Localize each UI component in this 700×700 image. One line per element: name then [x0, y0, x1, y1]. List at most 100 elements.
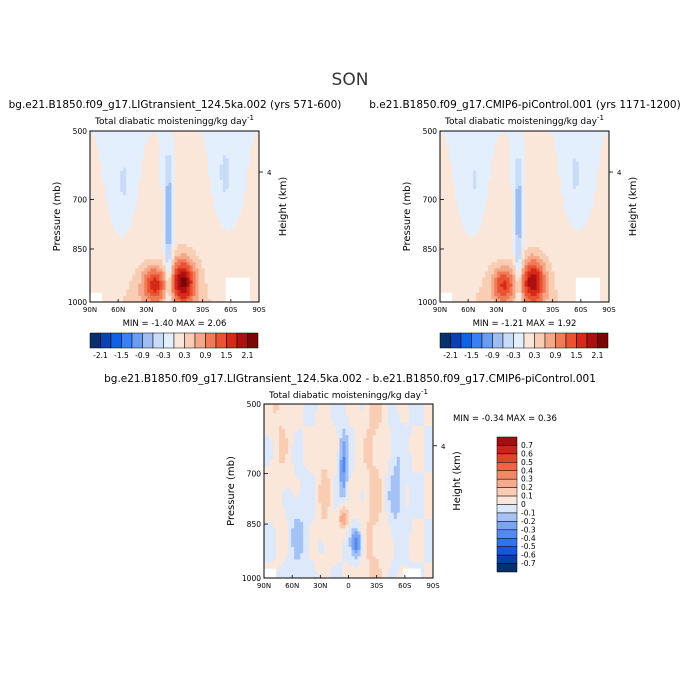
- field-cell: [171, 167, 175, 172]
- field-cell: [449, 185, 453, 190]
- field-cell: [183, 170, 187, 175]
- field-cell: [485, 228, 489, 233]
- field-cell: [240, 250, 245, 254]
- field-cell: [500, 231, 504, 236]
- field-cell: [213, 161, 218, 165]
- field-cell: [189, 268, 194, 272]
- field-cell: [171, 207, 175, 211]
- field-cell: [443, 182, 447, 187]
- field-cell: [168, 176, 172, 181]
- field-cell: [515, 250, 519, 254]
- field-cell: [141, 185, 145, 190]
- field-cell: [207, 158, 212, 162]
- field-cell: [210, 210, 215, 214]
- field-cell: [105, 271, 109, 275]
- field-cell: [524, 161, 528, 165]
- field-cell: [512, 222, 516, 227]
- field-cell: [201, 134, 206, 138]
- field-cell: [147, 198, 151, 202]
- field-cell: [243, 295, 248, 300]
- field-cell: [479, 192, 483, 196]
- field-cell: [219, 185, 224, 190]
- field-cell: [204, 268, 209, 272]
- field-cell: [93, 222, 97, 227]
- field-cell: [446, 198, 450, 202]
- field-cell: [473, 182, 477, 187]
- field-cell: [156, 195, 160, 199]
- field-cell: [246, 164, 251, 169]
- field-cell: [479, 262, 483, 266]
- field-cell: [530, 292, 534, 297]
- field-cell: [114, 295, 118, 300]
- field-cell: [467, 161, 471, 165]
- field-cell: [452, 216, 456, 220]
- field-cell: [485, 152, 489, 156]
- x-tick-label: 30S: [196, 306, 210, 314]
- field-cell: [138, 185, 142, 190]
- field-cell: [105, 216, 109, 220]
- field-cell: [102, 289, 106, 294]
- field-cell: [240, 189, 245, 193]
- field-cell: [192, 137, 197, 141]
- field-cell: [93, 173, 97, 178]
- field-cell: [497, 219, 501, 223]
- field-cell: [452, 158, 456, 162]
- field-cell: [108, 213, 112, 217]
- field-cell: [162, 250, 166, 254]
- field-cell: [497, 213, 501, 217]
- field-cell: [150, 143, 154, 147]
- field-cell: [503, 268, 507, 272]
- field-cell: [464, 268, 468, 272]
- field-cell: [255, 219, 260, 223]
- field-cell: [159, 173, 163, 178]
- field-cell: [255, 256, 260, 260]
- field-cell: [237, 161, 242, 165]
- field-cell: [183, 262, 187, 266]
- field-cell: [446, 295, 450, 300]
- field-cell: [461, 265, 465, 269]
- field-cell: [99, 286, 103, 291]
- field-cell: [189, 247, 194, 251]
- field-cell: [201, 140, 206, 144]
- field-cell: [219, 256, 224, 260]
- field-cell: [464, 195, 468, 199]
- field-cell: [111, 265, 115, 269]
- field-cell: [198, 298, 203, 303]
- field-cell: [461, 176, 465, 181]
- field-cell: [452, 225, 456, 230]
- field-cell: [120, 274, 124, 278]
- field-cell: [150, 192, 154, 196]
- field-cell: [503, 292, 507, 297]
- field-cell: [240, 192, 245, 196]
- field-cell: [246, 155, 251, 159]
- field-cell: [213, 256, 218, 260]
- field-cell: [213, 164, 218, 169]
- field-cell: [165, 234, 169, 239]
- field-cell: [147, 280, 151, 285]
- field-cell: [503, 283, 507, 288]
- field-cell: [168, 262, 172, 266]
- field-cell: [461, 140, 465, 144]
- field-cell: [449, 274, 453, 278]
- field-cell: [503, 216, 507, 220]
- field-cell: [219, 170, 224, 175]
- field-cell: [174, 216, 178, 220]
- field-cell: [467, 231, 471, 236]
- field-cell: [90, 170, 94, 175]
- field-cell: [446, 225, 450, 230]
- field-cell: [228, 268, 233, 272]
- field-cell: [207, 231, 212, 236]
- field-cell: [497, 286, 501, 291]
- field-cell: [147, 292, 151, 297]
- field-cell: [129, 149, 133, 153]
- field-cell: [509, 216, 513, 220]
- field-cell: [464, 158, 468, 162]
- field-cell: [485, 164, 489, 169]
- field-cell: [204, 262, 209, 266]
- field-cell: [503, 204, 507, 208]
- field-cell: [99, 237, 103, 242]
- field-cell: [138, 225, 142, 230]
- field-cell: [461, 167, 465, 172]
- field-cell: [108, 134, 112, 138]
- field-cell: [102, 295, 106, 300]
